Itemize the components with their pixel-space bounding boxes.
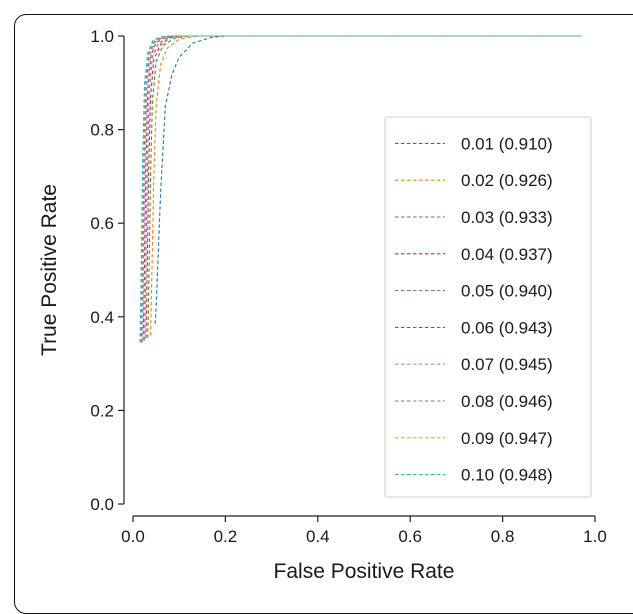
y-tick-label: 0.4: [90, 308, 114, 327]
roc-chart: 0.0 0.2 0.4 0.6 0.8 1.0 0.0 0.2 0.4 0.6 0.8 1.0 Fa…: [38, 27, 607, 582]
series-line-6: [142, 35, 582, 341]
x-axis-label: False Positive Rate: [274, 560, 455, 582]
y-axis-label: True Positive Rate: [38, 184, 61, 356]
series-line-4: [145, 35, 582, 338]
legend-label-8: 0.08 (0.946): [461, 392, 553, 411]
legend-label-4: 0.04 (0.937): [461, 245, 553, 264]
x-tick-label: 0.4: [306, 527, 330, 546]
y-axis-ticks: 0.0 0.2 0.4 0.6 0.8 1.0: [90, 27, 124, 514]
x-tick-label: 0.0: [121, 527, 145, 546]
legend-box: [384, 116, 592, 498]
legend-label-1: 0.01 (0.910): [461, 134, 553, 153]
legend-label-9: 0.09 (0.947): [461, 429, 553, 448]
series-line-8: [140, 35, 582, 343]
series-line-10: [139, 35, 582, 343]
series-line-5: [144, 35, 582, 341]
x-tick-label: 0.8: [491, 527, 515, 546]
series-line-2: [150, 35, 582, 336]
legend-label-5: 0.05 (0.940): [461, 282, 553, 301]
legend: 0.01 (0.910) 0.02 (0.926) 0.03 (0.933) 0.04…: [384, 116, 592, 498]
x-tick-label: 1.0: [583, 527, 607, 546]
legend-label-7: 0.07 (0.945): [461, 355, 553, 374]
y-tick-label: 0.0: [90, 495, 114, 514]
x-tick-label: 0.2: [214, 527, 238, 546]
legend-label-6: 0.06 (0.943): [461, 318, 553, 337]
series-line-3: [147, 35, 582, 338]
legend-label-3: 0.03 (0.933): [461, 208, 553, 227]
series-lines: [139, 35, 582, 343]
y-tick-label: 0.6: [90, 214, 114, 233]
y-tick-label: 0.2: [90, 401, 114, 420]
y-tick-label: 1.0: [90, 27, 114, 46]
x-axis-ticks: 0.0 0.2 0.4 0.6 0.8 1.0: [121, 516, 607, 546]
legend-label-10: 0.10 (0.948): [461, 466, 553, 485]
legend-label-2: 0.02 (0.926): [461, 171, 553, 190]
x-tick-label: 0.6: [398, 527, 422, 546]
y-tick-label: 0.8: [90, 121, 114, 140]
